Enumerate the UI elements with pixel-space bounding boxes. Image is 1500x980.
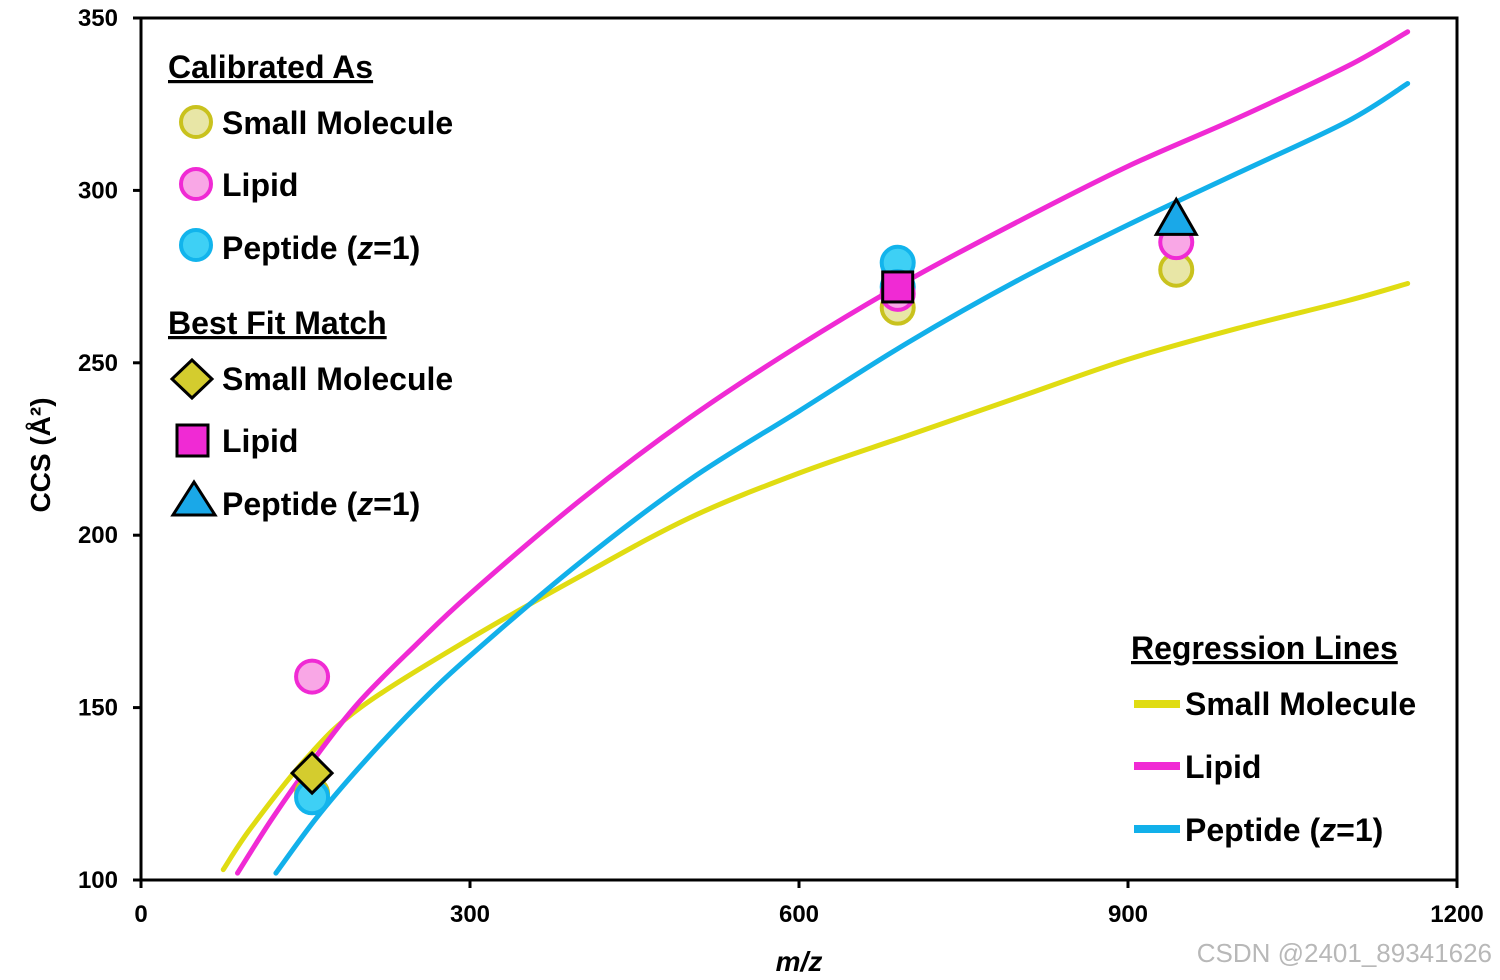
legend-calibrated-lipid: Lipid (222, 167, 298, 203)
legend-best-fit-title: Best Fit Match (168, 305, 387, 341)
regression-lines (220, 29, 1411, 876)
calibrated-points (294, 224, 1195, 816)
best-fit-square-lipid (881, 270, 915, 304)
legend-regression: Regression Lines Small Molecule Lipid Pe… (1131, 630, 1416, 848)
legend-regression-peptide: Peptide (z=1) (1185, 812, 1383, 848)
axes: 0 300 600 900 1200 100 150 200 250 300 350 (78, 5, 1484, 928)
legend-triangle-icon (170, 479, 218, 517)
legend-best-fit-small-molecule: Small Molecule (222, 361, 453, 397)
regression-line-small-molecule (220, 280, 1411, 873)
legend-lipid-circle-icon (179, 167, 213, 201)
legend-square-icon (175, 423, 210, 458)
legend-best-fit: Best Fit Match Small Molecule Lipid Pept… (168, 305, 453, 522)
best-fit-markers (289, 196, 1199, 796)
x-tick-label: 0 (134, 901, 147, 928)
x-axis-ticks: 0 300 600 900 1200 (134, 880, 1484, 928)
y-tick-label: 200 (78, 522, 118, 549)
x-tick-label: 300 (450, 901, 490, 928)
x-tick-label: 900 (1108, 901, 1148, 928)
legend-regression-small-molecule: Small Molecule (1185, 686, 1416, 722)
x-tick-label: 1200 (1430, 901, 1483, 928)
legend-regression-title: Regression Lines (1131, 630, 1398, 666)
legend-small-molecule-circle-icon (179, 105, 213, 139)
y-axis-title: CCS (Å²) (25, 397, 56, 512)
x-axis-title: m/z (776, 946, 823, 977)
watermark: CSDN @2401_89341626 (1197, 938, 1492, 968)
legend-calibrated-title: Calibrated As (168, 49, 373, 85)
legend-best-fit-lipid: Lipid (222, 423, 298, 459)
best-fit-diamond-small-molecule (289, 750, 335, 796)
legend-calibrated: Calibrated As Small Molecule Lipid Pepti… (168, 49, 453, 266)
legend-calibrated-small-molecule: Small Molecule (222, 105, 453, 141)
y-axis-ticks: 100 150 200 250 300 350 (78, 5, 141, 894)
legend-regression-lipid: Lipid (1185, 749, 1261, 785)
regression-line-peptide (273, 81, 1411, 876)
legend-calibrated-peptide: Peptide (z=1) (222, 230, 420, 266)
y-tick-label: 150 (78, 695, 118, 722)
y-tick-label: 250 (78, 350, 118, 377)
y-tick-label: 100 (78, 867, 118, 894)
legend-best-fit-peptide: Peptide (z=1) (222, 486, 420, 522)
y-tick-label: 350 (78, 5, 118, 32)
y-tick-label: 300 (78, 177, 118, 204)
calibrated-point-lipid (294, 658, 331, 695)
best-fit-triangle-peptide (1153, 196, 1199, 236)
legend-peptide-circle-icon (179, 228, 213, 262)
legend-diamond-icon (169, 357, 215, 401)
x-tick-label: 600 (779, 901, 819, 928)
regression-line-lipid (235, 29, 1411, 876)
